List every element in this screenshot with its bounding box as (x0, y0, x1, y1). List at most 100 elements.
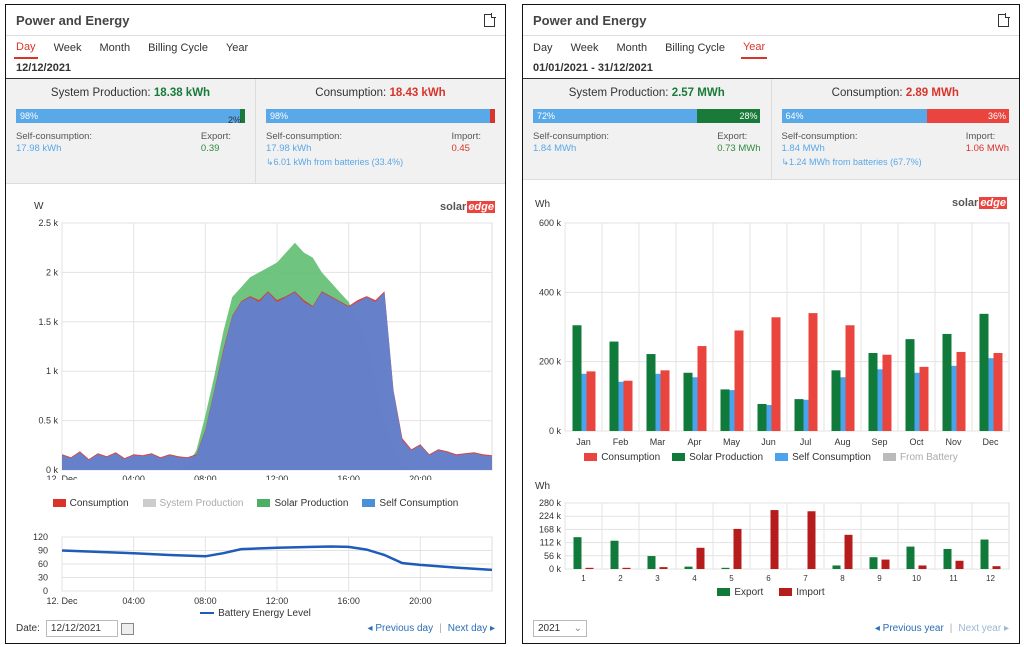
date-range: 01/01/2021 - 31/12/2021 (523, 60, 1019, 79)
bar-consumption (919, 366, 929, 431)
tab-year[interactable]: Year (740, 37, 768, 59)
bar-consumption (845, 325, 855, 431)
x-tick-label: 20:00 (409, 474, 432, 480)
x-tick-label: Oct (909, 437, 924, 447)
next-day-link[interactable]: Next day ▸ (447, 623, 495, 634)
bar-self-consumption (618, 381, 628, 431)
legend-self-consumption[interactable]: Self Consumption (362, 498, 458, 509)
legend-solar-production[interactable]: Solar Production (672, 452, 763, 463)
y-tick-label: 0 k (549, 426, 562, 436)
previous-day-link[interactable]: ◂ Previous day (367, 623, 434, 634)
date-input[interactable]: 12/12/2021 (45, 620, 118, 637)
tab-day[interactable]: Day (533, 42, 553, 54)
production-label: System Production: (568, 87, 669, 99)
x-tick-label: 9 (877, 574, 882, 583)
bar-export (869, 557, 878, 569)
bar-self-consumption (988, 358, 998, 431)
tab-billing-cycle[interactable]: Billing Cycle (665, 42, 725, 54)
self-consumption-label: Self-consumption: (533, 131, 610, 142)
legend-self-consumption[interactable]: Self Consumption (775, 452, 871, 463)
csv-export-icon[interactable] (484, 12, 496, 27)
tab-week[interactable]: Week (570, 42, 599, 54)
y-tick-label: 600 k (539, 218, 562, 228)
brand-solar: solar (952, 197, 979, 209)
calendar-icon[interactable] (120, 622, 134, 635)
bar-solar-production (757, 403, 767, 431)
bar-solar-production (905, 339, 915, 431)
y-tick-label: 1 k (46, 366, 59, 376)
consumption-summary: Consumption: 2.89 MWh 64% 36% Self-consu… (770, 79, 1020, 179)
day-chart-legend: Consumption System Production Solar Prod… (6, 498, 505, 509)
next-year-link[interactable]: Next year ▸ (958, 623, 1009, 634)
tab-month[interactable]: Month (616, 42, 648, 54)
brand-solar: solar (440, 201, 467, 213)
self-consumption-value: 1.84 MWh (781, 143, 825, 154)
bar-solar-production (646, 354, 656, 431)
self-consumption-value: 1.84 MWh (533, 143, 577, 154)
x-tick-label: Jun (761, 437, 776, 447)
bar-import (918, 565, 927, 569)
y-tick-label: 0 (43, 586, 48, 596)
bar-export (943, 548, 952, 569)
battery-level-chart: 0 30 60 90 120 12. Dec 04:00 08:00 12:00 16:00 20:… (33, 532, 493, 606)
consumption-self-share: 98% (266, 109, 491, 123)
tab-week[interactable]: Week (53, 42, 82, 54)
bar-consumption (771, 317, 781, 431)
bar-solar-production (572, 325, 582, 431)
self-consumption-value: 17.98 kWh (266, 143, 312, 154)
x-tick-label: 3 (655, 574, 660, 583)
production-label: System Production: (50, 87, 151, 99)
x-tick-label: 10 (912, 574, 921, 583)
year-select[interactable]: 2021 ⌄ (533, 620, 587, 637)
y-tick-label: 0 k (549, 564, 562, 574)
legend-system-production[interactable]: System Production (142, 498, 243, 509)
y-tick-label: 1.5 k (38, 317, 58, 327)
x-tick-label: 6 (766, 574, 771, 583)
tab-billing-cycle[interactable]: Billing Cycle (148, 42, 208, 54)
bar-consumption (734, 330, 744, 431)
series-self-consumption (62, 292, 492, 470)
tab-day[interactable]: Day (14, 37, 38, 59)
bar-solar-production (942, 333, 952, 431)
legend-consumption[interactable]: Consumption (584, 452, 660, 463)
bar-import (696, 547, 705, 569)
bar-export (610, 540, 619, 569)
consumption-value: 18.43 kWh (389, 87, 446, 99)
legend-from-battery[interactable]: From Battery (883, 452, 958, 463)
period-tabs: Day Week Month Billing Cycle Year (6, 36, 505, 60)
battery-contribution: ↳6.01 kWh from batteries (33.4%) (266, 157, 404, 167)
x-tick-label: 7 (803, 574, 808, 583)
x-tick-label: 5 (729, 574, 734, 583)
summary: System Production: 18.38 kWh 98% Self-co… (6, 79, 505, 184)
export-value: 0.73 MWh (717, 143, 761, 154)
csv-export-icon[interactable] (998, 12, 1010, 27)
x-tick-label: Sep (871, 437, 887, 447)
legend-solar-production[interactable]: Solar Production (257, 498, 348, 509)
bar-export (647, 556, 656, 569)
previous-year-link[interactable]: ◂ Previous year (874, 623, 944, 634)
bar-consumption (660, 370, 670, 431)
bar-import (733, 528, 742, 569)
bar-consumption (623, 380, 633, 431)
battery-legend[interactable]: Battery Energy Level (6, 608, 505, 619)
y-tick-label: 0.5 k (38, 416, 58, 426)
bar-self-consumption (840, 377, 850, 431)
y-tick-label: 120 (33, 532, 48, 542)
bar-import (807, 511, 816, 569)
legend-export[interactable]: Export (717, 587, 763, 598)
bar-export (721, 567, 730, 569)
x-tick-label: Aug (834, 437, 850, 447)
tab-year[interactable]: Year (225, 42, 249, 54)
legend-consumption[interactable]: Consumption (52, 498, 129, 509)
y-tick-label: 0 k (46, 465, 59, 475)
y-tick-label: 200 k (539, 357, 562, 367)
x-tick-label: 12:00 (266, 474, 289, 480)
solaredge-logo: solar edge (439, 201, 495, 213)
panel-header: Power and Energy (523, 5, 1019, 36)
tab-month[interactable]: Month (99, 42, 131, 54)
x-tick-label: 8 (840, 574, 845, 583)
export-share-label: 2% (227, 115, 241, 125)
y-tick-label: 60 (38, 559, 48, 569)
legend-import[interactable]: Import (779, 587, 825, 598)
bar-consumption (697, 346, 707, 431)
